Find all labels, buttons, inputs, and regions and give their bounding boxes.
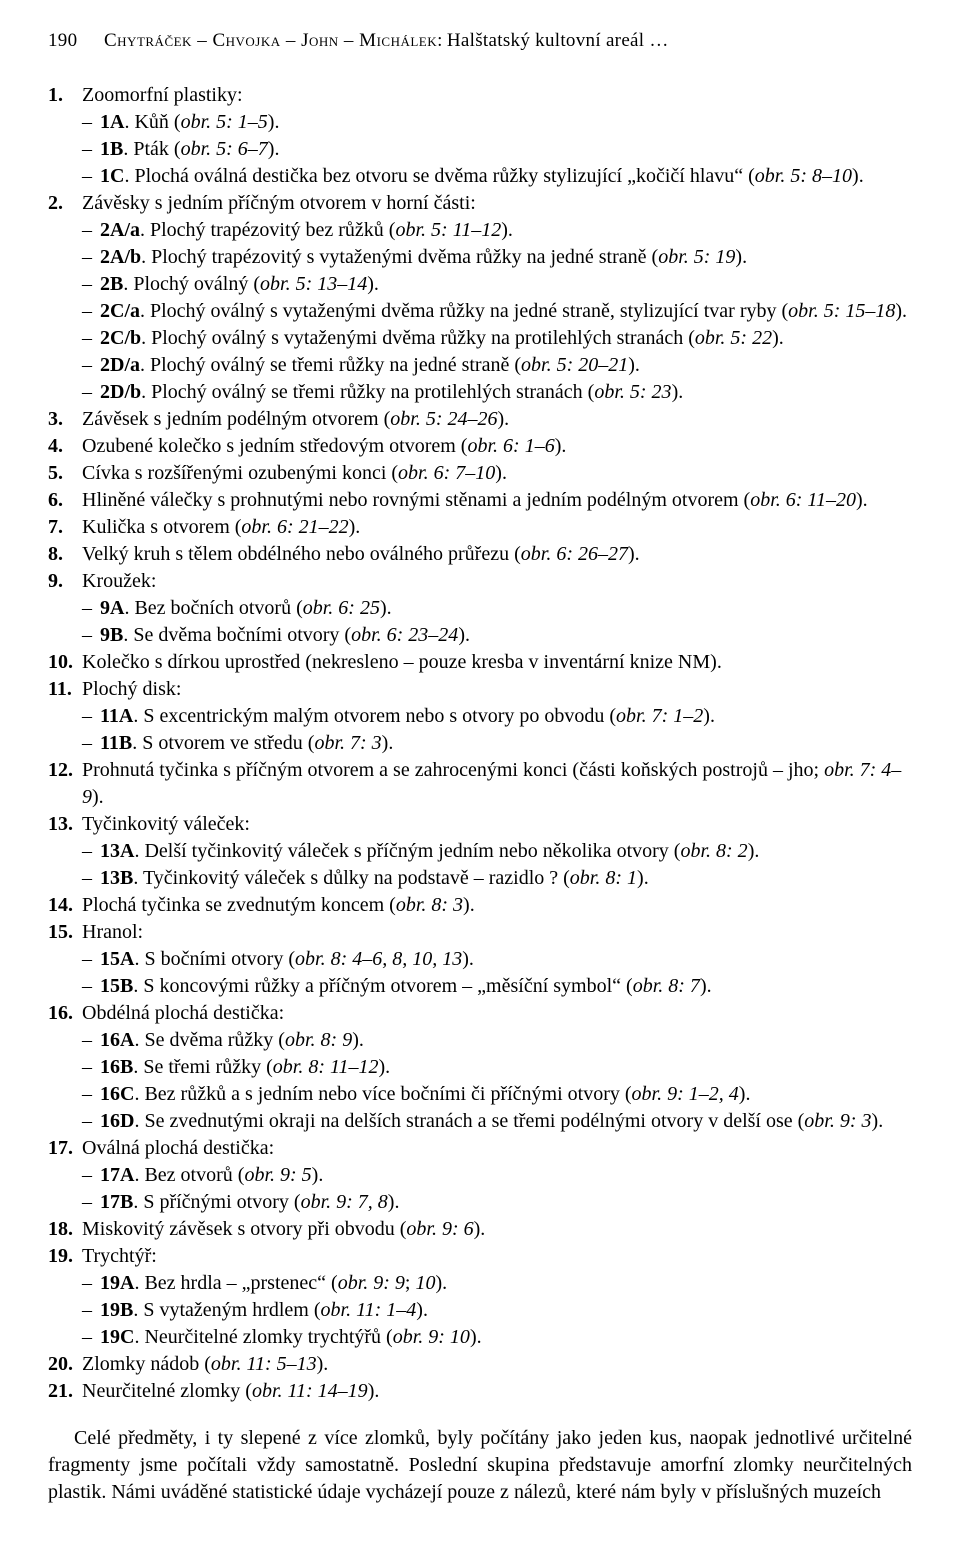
item-2: 2. Závěsky s jedním příčným otvorem v ho… bbox=[48, 190, 912, 217]
item-19C: – 19C. Neurčitelné zlomky trychtýřů (obr… bbox=[48, 1324, 912, 1351]
typology-list: 1. Zoomorfní plastiky: – 1A. Kůň (obr. 5… bbox=[48, 82, 912, 1405]
item-7: 7.Kulička s otvorem (obr. 6: 21–22). bbox=[48, 514, 912, 541]
item-13B: – 13B. Tyčinkovitý váleček s důlky na po… bbox=[48, 865, 912, 892]
item-2Cb: – 2C/b. Plochý oválný s vytaženými dvěma… bbox=[48, 325, 912, 352]
item-17: 17.Oválná plochá destička: bbox=[48, 1135, 912, 1162]
item-6: 6.Hliněné válečky s prohnutými nebo rovn… bbox=[48, 487, 912, 514]
item-2Aa: – 2A/a. Plochý trapézovitý bez růžků (ob… bbox=[48, 217, 912, 244]
item-21: 21.Neurčitelné zlomky (obr. 11: 14–19). bbox=[48, 1378, 912, 1405]
closing-paragraph: Celé předměty, i ty slepené z více zlomk… bbox=[48, 1425, 912, 1506]
item-2Ca: – 2C/a. Plochý oválný s vytaženými dvěma… bbox=[48, 298, 912, 325]
running-title: Halštatský kultovní areál … bbox=[447, 28, 669, 54]
item-15B: – 15B. S koncovými růžky a příčným otvor… bbox=[48, 973, 912, 1000]
item-5: 5.Cívka s rozšířenými ozubenými konci (o… bbox=[48, 460, 912, 487]
item-1C-body: 1C. Plochá oválná destička bez otvoru se… bbox=[100, 163, 864, 190]
item-15A: – 15A. S bočními otvory (obr. 8: 4–6, 8,… bbox=[48, 946, 912, 973]
item-10: 10.Kolečko s dírkou uprostřed (nekreslen… bbox=[48, 649, 912, 676]
item-4: 4.Ozubené kolečko s jedním středovým otv… bbox=[48, 433, 912, 460]
item-15: 15.Hranol: bbox=[48, 919, 912, 946]
item-16: 16.Obdélná plochá destička: bbox=[48, 1000, 912, 1027]
item-12: 12.Prohnutá tyčinka s příčným otvorem a … bbox=[48, 757, 912, 811]
running-head: 190 Chytráček – Chvojka – John – Michále… bbox=[48, 28, 912, 54]
item-16B: – 16B. Se třemi růžky (obr. 8: 11–12). bbox=[48, 1054, 912, 1081]
item-2Ab: – 2A/b. Plochý trapézovitý s vytaženými … bbox=[48, 244, 912, 271]
item-11A: – 11A. S excentrickým malým otvorem nebo… bbox=[48, 703, 912, 730]
page: 190 Chytráček – Chvojka – John – Michále… bbox=[0, 0, 960, 1546]
item-1: 1. Zoomorfní plastiky: bbox=[48, 82, 912, 109]
item-13: 13.Tyčinkovitý váleček: bbox=[48, 811, 912, 838]
item-8: 8.Velký kruh s tělem obdélného nebo ovál… bbox=[48, 541, 912, 568]
running-authors: Chytráček – Chvojka – John – Michálek: bbox=[104, 28, 443, 54]
item-16D: – 16D. Se zvednutými okraji na delších s… bbox=[48, 1108, 912, 1135]
item-19: 19.Trychtýř: bbox=[48, 1243, 912, 1270]
item-1B: – 1B. Pták (obr. 5: 6–7). bbox=[48, 136, 912, 163]
item-14: 14.Plochá tyčinka se zvednutým koncem (o… bbox=[48, 892, 912, 919]
item-1-num: 1. bbox=[48, 82, 82, 109]
item-20: 20.Zlomky nádob (obr. 11: 5–13). bbox=[48, 1351, 912, 1378]
item-2Da: – 2D/a. Plochý oválný se třemi růžky na … bbox=[48, 352, 912, 379]
item-2B: – 2B. Plochý oválný (obr. 5: 13–14). bbox=[48, 271, 912, 298]
item-16A: – 16A. Se dvěma růžky (obr. 8: 9). bbox=[48, 1027, 912, 1054]
item-17A: – 17A. Bez otvorů (obr. 9: 5). bbox=[48, 1162, 912, 1189]
item-1B-body: 1B. Pták (obr. 5: 6–7). bbox=[100, 136, 279, 163]
item-13A: – 13A. Delší tyčinkovitý váleček s příčn… bbox=[48, 838, 912, 865]
item-9: 9.Kroužek: bbox=[48, 568, 912, 595]
item-1A-body: 1A. Kůň (obr. 5: 1–5). bbox=[100, 109, 279, 136]
item-2Db: – 2D/b. Plochý oválný se třemi růžky na … bbox=[48, 379, 912, 406]
item-1A: – 1A. Kůň (obr. 5: 1–5). bbox=[48, 109, 912, 136]
item-16C: – 16C. Bez růžků a s jedním nebo více bo… bbox=[48, 1081, 912, 1108]
item-9B: – 9B. Se dvěma bočními otvory (obr. 6: 2… bbox=[48, 622, 912, 649]
item-9A: – 9A. Bez bočních otvorů (obr. 6: 25). bbox=[48, 595, 912, 622]
page-number: 190 bbox=[48, 28, 104, 54]
item-11: 11.Plochý disk: bbox=[48, 676, 912, 703]
item-17B: – 17B. S příčnými otvory (obr. 9: 7, 8). bbox=[48, 1189, 912, 1216]
item-18: 18.Miskovitý závěsek s otvory při obvodu… bbox=[48, 1216, 912, 1243]
item-19B: – 19B. S vytaženým hrdlem (obr. 11: 1–4)… bbox=[48, 1297, 912, 1324]
item-19A: – 19A. Bez hrdla – „prstenec“ (obr. 9: 9… bbox=[48, 1270, 912, 1297]
dash: – bbox=[82, 109, 100, 136]
item-1-text: Zoomorfní plastiky: bbox=[82, 82, 912, 109]
item-11B: – 11B. S otvorem ve středu (obr. 7: 3). bbox=[48, 730, 912, 757]
item-3: 3.Závěsek s jedním podélným otvorem (obr… bbox=[48, 406, 912, 433]
item-1C: – 1C. Plochá oválná destička bez otvoru … bbox=[48, 163, 912, 190]
